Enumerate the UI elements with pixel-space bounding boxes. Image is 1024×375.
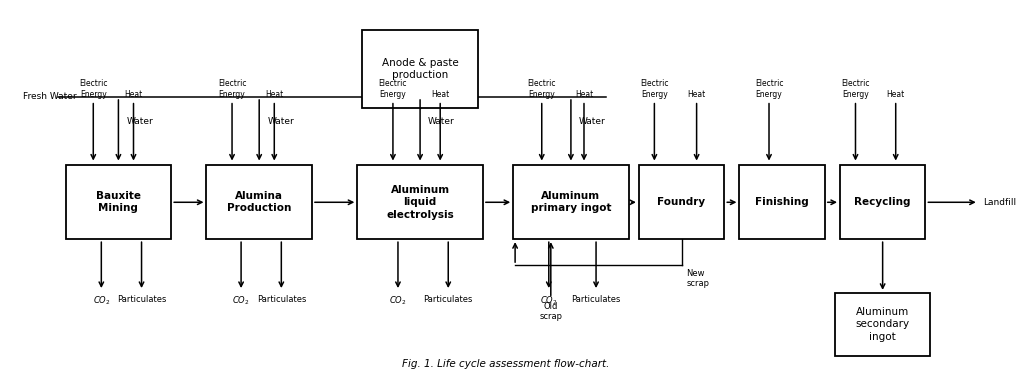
Text: $CO_2$: $CO_2$	[92, 295, 111, 307]
Text: Electric
Energy: Electric Energy	[218, 80, 247, 99]
Text: Heat: Heat	[687, 90, 706, 99]
Text: Water: Water	[267, 117, 294, 126]
Text: Anode & paste
production: Anode & paste production	[382, 58, 459, 81]
Text: $CO_2$: $CO_2$	[540, 295, 558, 307]
Text: Heat: Heat	[887, 90, 905, 99]
Text: Particulates: Particulates	[117, 295, 166, 304]
Text: Fresh Water: Fresh Water	[23, 93, 77, 102]
Text: Recycling: Recycling	[854, 197, 911, 207]
FancyBboxPatch shape	[362, 30, 478, 108]
Text: Heat: Heat	[574, 90, 593, 99]
Text: Electric
Energy: Electric Energy	[755, 80, 783, 99]
Text: Water: Water	[428, 117, 455, 126]
FancyBboxPatch shape	[357, 165, 483, 239]
FancyBboxPatch shape	[207, 165, 312, 239]
Text: Heat: Heat	[124, 90, 142, 99]
FancyBboxPatch shape	[835, 293, 931, 356]
Text: Electric
Energy: Electric Energy	[379, 80, 408, 99]
Text: Electric
Energy: Electric Energy	[842, 80, 869, 99]
FancyBboxPatch shape	[639, 165, 724, 239]
Text: Aluminum
secondary
ingot: Aluminum secondary ingot	[856, 307, 909, 342]
Text: Electric
Energy: Electric Energy	[527, 80, 556, 99]
Text: Heat: Heat	[265, 90, 284, 99]
FancyBboxPatch shape	[66, 165, 171, 239]
FancyBboxPatch shape	[513, 165, 629, 239]
Text: Particulates: Particulates	[424, 295, 473, 304]
Text: Particulates: Particulates	[571, 295, 621, 304]
Text: Aluminum
primary ingot: Aluminum primary ingot	[530, 191, 611, 213]
Text: Water: Water	[126, 117, 154, 126]
FancyBboxPatch shape	[840, 165, 926, 239]
Text: Bauxite
Mining: Bauxite Mining	[96, 191, 141, 213]
Text: Old
scrap: Old scrap	[540, 302, 562, 321]
Text: Heat: Heat	[431, 90, 450, 99]
Text: Aluminum
liquid
electrolysis: Aluminum liquid electrolysis	[386, 185, 454, 220]
Text: Water: Water	[579, 117, 606, 126]
Text: Finishing: Finishing	[756, 197, 809, 207]
Text: Particulates: Particulates	[257, 295, 306, 304]
Text: Landfill: Landfill	[983, 198, 1016, 207]
FancyBboxPatch shape	[739, 165, 824, 239]
Text: Electric
Energy: Electric Energy	[640, 80, 669, 99]
Text: $CO_2$: $CO_2$	[232, 295, 250, 307]
Text: Alumina
Production: Alumina Production	[227, 191, 292, 213]
Text: New
scrap: New scrap	[686, 269, 710, 288]
Text: $CO_2$: $CO_2$	[389, 295, 407, 307]
Text: Foundry: Foundry	[657, 197, 706, 207]
Text: Electric
Energy: Electric Energy	[79, 80, 108, 99]
Text: Fig. 1. Life cycle assessment flow-chart.: Fig. 1. Life cycle assessment flow-chart…	[401, 358, 609, 369]
